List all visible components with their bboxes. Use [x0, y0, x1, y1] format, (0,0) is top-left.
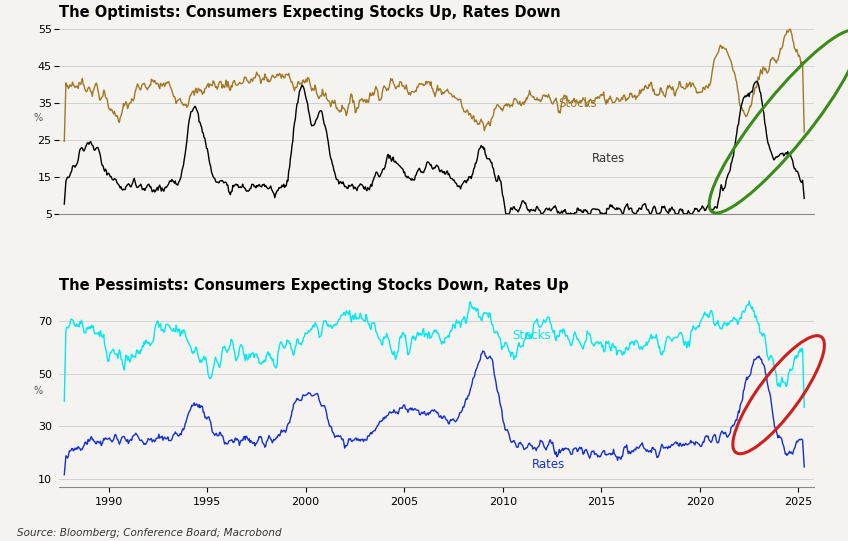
- Text: Stocks: Stocks: [558, 97, 596, 110]
- Text: The Optimists: Consumers Expecting Stocks Up, Rates Down: The Optimists: Consumers Expecting Stock…: [59, 5, 561, 21]
- Text: Rates: Rates: [591, 152, 625, 165]
- Text: %: %: [34, 386, 42, 396]
- Text: Source: Bloomberg; Conference Board; Macrobond: Source: Bloomberg; Conference Board; Mac…: [17, 529, 282, 538]
- Text: %: %: [34, 113, 42, 123]
- Text: Rates: Rates: [533, 458, 566, 471]
- Text: The Pessimists: Consumers Expecting Stocks Down, Rates Up: The Pessimists: Consumers Expecting Stoc…: [59, 279, 569, 293]
- Text: Stocks: Stocks: [512, 329, 551, 342]
